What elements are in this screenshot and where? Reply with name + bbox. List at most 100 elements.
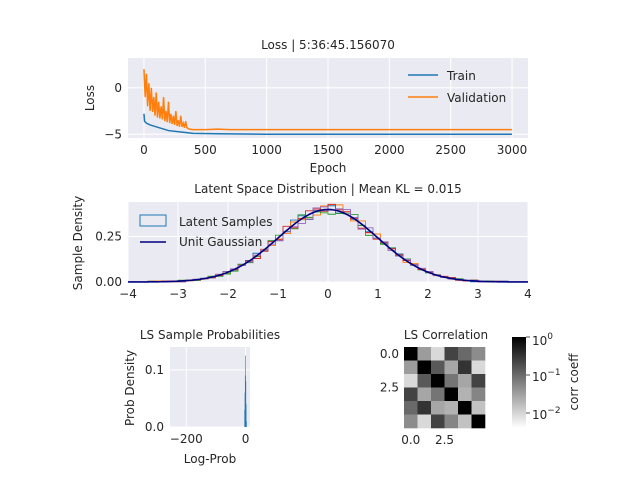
corr-cell bbox=[458, 414, 472, 429]
latent-x-tick-7: 3 bbox=[474, 287, 482, 301]
corr-colorbar-ticks: 100 10−1 10−2 bbox=[526, 332, 561, 422]
prob-bar-5 bbox=[245, 404, 247, 427]
corr-cell bbox=[417, 387, 432, 402]
legend-unit-gaussian-label: Unit Gaussian bbox=[179, 235, 262, 249]
corr-cell bbox=[444, 347, 459, 361]
loss-x-tick-2: 1000 bbox=[251, 143, 282, 157]
corr-cell bbox=[458, 347, 472, 361]
latent-y-label: Sample Density bbox=[71, 196, 85, 290]
prob-y-label: Prob Density bbox=[123, 350, 137, 426]
prob-x-tick-1: 0 bbox=[242, 432, 250, 446]
loss-y-ticks: −5 0 bbox=[104, 81, 122, 142]
corr-cell bbox=[471, 401, 486, 415]
corr-cell bbox=[404, 387, 418, 402]
latent-y-tick-1: 0.25 bbox=[95, 230, 122, 244]
cb-tick-2: 10−1 bbox=[532, 368, 561, 384]
corr-cell bbox=[404, 401, 418, 415]
prob-y-ticks: 0.0 0.1 bbox=[145, 363, 164, 434]
cb-tick-3: 10−2 bbox=[532, 406, 561, 422]
loss-x-tick-4: 2000 bbox=[374, 143, 405, 157]
loss-legend: Train Validation bbox=[408, 69, 506, 105]
corr-colorbar bbox=[512, 337, 526, 428]
corr-cell bbox=[444, 414, 459, 429]
colorbar-label: corr coeff bbox=[567, 353, 581, 411]
latent-x-tick-2: −2 bbox=[219, 287, 237, 301]
prob-title: LS Sample Probabilities bbox=[140, 328, 280, 342]
loss-x-tick-0: 0 bbox=[140, 143, 148, 157]
latent-x-tick-1: −3 bbox=[169, 287, 187, 301]
prob-y-tick-1: 0.1 bbox=[145, 363, 164, 377]
loss-x-ticks: 0 500 1000 1500 2000 2500 3000 bbox=[140, 143, 527, 157]
corr-cell bbox=[471, 347, 486, 361]
latent-x-tick-8: 4 bbox=[524, 287, 532, 301]
corr-cell bbox=[431, 401, 445, 415]
corr-cell bbox=[431, 347, 445, 361]
corr-cell bbox=[458, 374, 472, 388]
corr-ticks: 0.0 2.5 0.0 2.5 bbox=[380, 347, 454, 447]
corr-cell bbox=[444, 360, 459, 375]
loss-x-label: Epoch bbox=[310, 161, 347, 175]
latent-title: Latent Space Distribution | Mean KL = 0.… bbox=[194, 182, 461, 196]
corr-y-tick-0: 0.0 bbox=[380, 347, 399, 361]
corr-cell bbox=[431, 387, 445, 402]
corr-cell bbox=[431, 414, 445, 429]
prob-bar-6 bbox=[246, 421, 247, 427]
loss-x-tick-6: 3000 bbox=[497, 143, 528, 157]
latent-x-tick-6: 2 bbox=[424, 287, 432, 301]
corr-cell bbox=[444, 401, 459, 415]
prob-bars bbox=[244, 355, 247, 427]
corr-x-tick-0: 0.0 bbox=[401, 433, 420, 447]
latent-grid bbox=[127, 202, 529, 283]
loss-x-tick-3: 1500 bbox=[313, 143, 344, 157]
corr-y-tick-1: 2.5 bbox=[380, 381, 399, 395]
corr-cell bbox=[417, 374, 432, 388]
prob-x-tick-0: −200 bbox=[170, 432, 203, 446]
corr-cell bbox=[471, 414, 486, 429]
legend-latent-samples-label: Latent Samples bbox=[179, 215, 273, 229]
corr-cell bbox=[458, 387, 472, 402]
latent-x-tick-4: 0 bbox=[324, 287, 332, 301]
latent-x-tick-0: −4 bbox=[119, 287, 137, 301]
latent-y-tick-0: 0.00 bbox=[95, 275, 122, 289]
corr-cell bbox=[431, 360, 445, 375]
corr-x-tick-1: 2.5 bbox=[435, 433, 454, 447]
prob-x-label: Log-Prob bbox=[184, 452, 236, 466]
prob-plot-area bbox=[170, 347, 250, 427]
corr-cell bbox=[458, 401, 472, 415]
latent-y-ticks: 0.00 0.25 bbox=[95, 230, 122, 289]
legend-latent-samples-swatch bbox=[139, 214, 167, 227]
corr-cell bbox=[458, 360, 472, 375]
probabilities-panel: LS Sample Probabilities −200 0 0.0 0.1 Log… bbox=[123, 328, 280, 466]
corr-cell bbox=[444, 387, 459, 402]
cb-tick-1: 100 bbox=[532, 332, 553, 348]
loss-x-tick-5: 2500 bbox=[435, 143, 466, 157]
corr-cell bbox=[431, 374, 445, 388]
corr-cell bbox=[471, 387, 486, 402]
correlation-panel: LS Correlation 0.0 2.5 0.0 2.5 100 10−1 10−… bbox=[380, 328, 581, 447]
latent-panel: Latent Space Distribution | Mean KL = 0.… bbox=[71, 182, 532, 301]
corr-cell bbox=[417, 414, 432, 429]
loss-title: Loss | 5:36:45.156070 bbox=[261, 38, 395, 52]
legend-validation-label: Validation bbox=[447, 91, 506, 105]
loss-x-tick-1: 500 bbox=[194, 143, 217, 157]
prob-y-tick-0: 0.0 bbox=[145, 420, 164, 434]
corr-cell bbox=[471, 360, 486, 375]
loss-lines bbox=[143, 69, 513, 136]
loss-panel: Loss | 5:36:45.156070 0 500 1000 1500 2000 25… bbox=[83, 38, 528, 175]
loss-y-label: Loss bbox=[83, 85, 97, 111]
prob-x-ticks: −200 0 bbox=[170, 432, 250, 446]
loss-y-tick-1: 0 bbox=[114, 81, 122, 95]
corr-heatmap bbox=[404, 347, 486, 429]
corr-cell bbox=[444, 374, 459, 388]
loss-series-validation bbox=[143, 69, 513, 131]
corr-cell bbox=[404, 374, 418, 388]
loss-y-tick-0: −5 bbox=[104, 127, 122, 141]
loss-series-train bbox=[143, 113, 513, 136]
latent-x-ticks: −4 −3 −2 −1 0 1 2 3 4 bbox=[119, 287, 532, 301]
corr-cell bbox=[404, 360, 418, 375]
corr-cell bbox=[417, 401, 432, 415]
corr-cell bbox=[404, 347, 418, 361]
corr-cell bbox=[417, 347, 432, 361]
corr-title: LS Correlation bbox=[404, 328, 488, 342]
